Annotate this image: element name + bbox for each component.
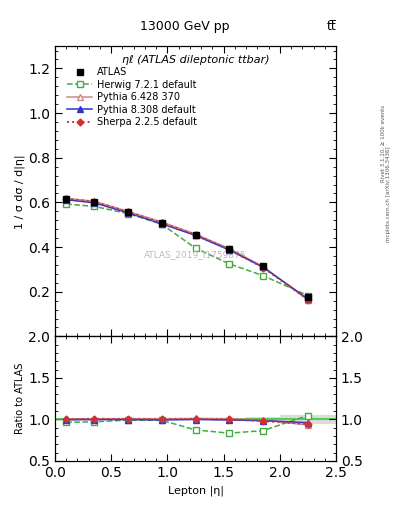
Text: ηℓ (ATLAS dileptonic ttbar): ηℓ (ATLAS dileptonic ttbar) bbox=[122, 55, 269, 65]
Herwig 7.2.1 default bbox=[64, 201, 69, 207]
Pythia 8.308 default bbox=[92, 200, 97, 206]
Y-axis label: 1 / σ dσ / d|η|: 1 / σ dσ / d|η| bbox=[15, 154, 26, 228]
Pythia 6.428 370 bbox=[227, 246, 231, 252]
Line: Herwig 7.2.1 default: Herwig 7.2.1 default bbox=[63, 201, 311, 298]
Sherpa 2.2.5 default bbox=[92, 199, 97, 205]
Text: ATLAS_2019_I1759875: ATLAS_2019_I1759875 bbox=[144, 250, 247, 260]
Sherpa 2.2.5 default bbox=[126, 209, 130, 215]
Line: Pythia 8.308 default: Pythia 8.308 default bbox=[63, 196, 311, 303]
Herwig 7.2.1 default bbox=[227, 261, 231, 267]
Text: Rivet 3.1.10, ≥ 100k events: Rivet 3.1.10, ≥ 100k events bbox=[381, 105, 386, 182]
Line: Pythia 6.428 370: Pythia 6.428 370 bbox=[63, 195, 311, 304]
Pythia 8.308 default bbox=[64, 197, 69, 203]
Herwig 7.2.1 default bbox=[261, 272, 265, 279]
Pythia 6.428 370 bbox=[160, 219, 164, 225]
Pythia 8.308 default bbox=[126, 210, 130, 216]
Herwig 7.2.1 default bbox=[306, 292, 310, 298]
Pythia 8.308 default bbox=[261, 264, 265, 270]
Pythia 6.428 370 bbox=[92, 198, 97, 204]
Sherpa 2.2.5 default bbox=[160, 220, 164, 226]
Pythia 8.308 default bbox=[227, 247, 231, 253]
X-axis label: Lepton |η|: Lepton |η| bbox=[167, 485, 224, 496]
Sherpa 2.2.5 default bbox=[227, 246, 231, 252]
Pythia 8.308 default bbox=[160, 221, 164, 227]
Text: mcplots.cern.ch [arXiv:1306.3436]: mcplots.cern.ch [arXiv:1306.3436] bbox=[386, 147, 391, 242]
Y-axis label: Ratio to ATLAS: Ratio to ATLAS bbox=[15, 363, 26, 434]
Text: 13000 GeV pp: 13000 GeV pp bbox=[140, 20, 230, 33]
Line: Sherpa 2.2.5 default: Sherpa 2.2.5 default bbox=[64, 196, 310, 302]
Pythia 8.308 default bbox=[193, 232, 198, 239]
Pythia 6.428 370 bbox=[193, 231, 198, 237]
Herwig 7.2.1 default bbox=[126, 210, 130, 217]
Pythia 8.308 default bbox=[306, 296, 310, 302]
Pythia 6.428 370 bbox=[261, 263, 265, 269]
Text: tt̅: tt̅ bbox=[326, 20, 336, 33]
Legend: ATLAS, Herwig 7.2.1 default, Pythia 6.428 370, Pythia 8.308 default, Sherpa 2.2.: ATLAS, Herwig 7.2.1 default, Pythia 6.42… bbox=[66, 66, 198, 129]
Pythia 6.428 370 bbox=[306, 297, 310, 303]
Sherpa 2.2.5 default bbox=[306, 296, 310, 303]
Pythia 6.428 370 bbox=[126, 208, 130, 215]
Herwig 7.2.1 default bbox=[160, 221, 164, 227]
Pythia 6.428 370 bbox=[64, 195, 69, 201]
Herwig 7.2.1 default bbox=[193, 245, 198, 251]
Sherpa 2.2.5 default bbox=[193, 232, 198, 238]
Sherpa 2.2.5 default bbox=[64, 196, 69, 202]
Herwig 7.2.1 default bbox=[92, 203, 97, 209]
Sherpa 2.2.5 default bbox=[261, 265, 265, 271]
